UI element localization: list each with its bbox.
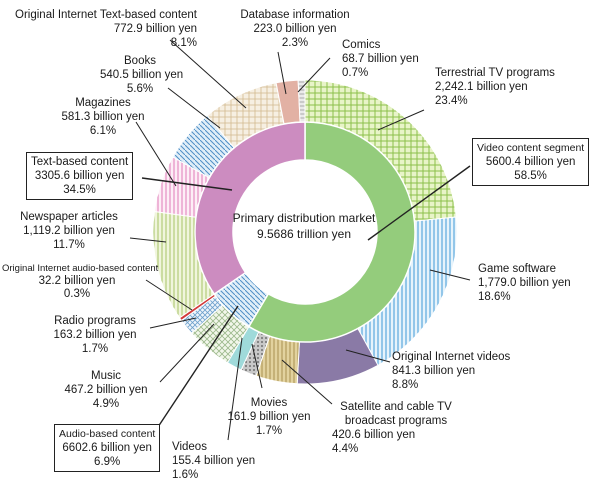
name: Music [90,370,122,382]
pct: 8.1% [170,37,197,49]
value: 161.9 billion yen [227,411,311,423]
pct: 23.4% [435,95,468,107]
label-books: Books 540.5 billion yen 5.6% [100,54,184,96]
name: Magazines [75,97,131,109]
label-movies: Movies 161.9 billion yen 1.7% [224,396,314,438]
pct: 0.3% [63,288,91,300]
value: 420.6 billion yen [332,429,416,441]
pct: 6.1% [89,125,117,137]
leader-text-segment [141,177,233,191]
center-line-1: Primary distribution market [232,211,376,225]
value: 1,779.0 billion yen [478,277,571,289]
pct: 1.7% [255,425,283,437]
leader-internet-text [169,39,247,109]
name: Original Internet videos [392,351,511,363]
name: Original Internet Text-based content [15,9,197,21]
name: Radio programs [54,315,136,327]
label-comics: Comics 68.7 billion yen 0.7% [342,38,419,80]
pct: 18.6% [478,291,511,303]
name: Original Internet audio-based content [2,263,159,274]
leader-satellite [281,359,333,405]
leader-movies [251,343,263,389]
leader-newspaper [129,237,167,243]
leader-videos [227,337,243,441]
leader-books [167,87,221,129]
value: 3305.6 billion yen [34,170,125,182]
name: Books [124,55,156,67]
center-line-2: 9.5686 trillion yen [256,227,352,241]
pct: 4.9% [92,398,120,410]
name: Game software [478,263,556,275]
pct: 2.3% [281,37,309,49]
pct: 11.7% [53,239,85,251]
label-game: Game software 1,779.0 billion yen 18.6% [478,262,571,304]
segment-video [247,121,416,343]
leader-audio-segment [155,305,239,431]
label-videos: Videos 155.4 billion yen 1.6% [172,440,255,482]
inner-ring [194,121,416,343]
leader-music [159,323,215,383]
value: 32.2 billion yen [38,275,116,287]
name: Video content segment [477,142,585,154]
label-internet-video: Original Internet videos 841.3 billion y… [392,350,510,392]
label-database: Database information 223.0 billion yen 2… [225,8,365,50]
leader-game [429,269,471,281]
name: Newspaper articles [20,211,118,223]
value: 163.2 billion yen [53,329,137,341]
value: 772.9 billion yen [113,23,197,35]
value: 68.7 billion yen [342,53,419,65]
box-video-segment: Video content segment 5600.4 billion yen… [472,138,590,186]
box-audio-segment: Audio-based content 6602.6 billion yen 6… [54,424,161,472]
label-newspaper: Newspaper articles 1,119.2 billion yen 1… [4,210,134,252]
pct: 8.8% [392,379,419,391]
value: 1,119.2 billion yen [23,225,115,237]
pct: 1.7% [81,343,109,355]
name: Videos [172,441,207,453]
label-terrestrial: Terrestrial TV programs 2,242.1 billion … [435,66,555,108]
box-text-segment: Text-based content 3305.6 billion yen 34… [26,152,134,200]
name: Text-based content [31,156,129,168]
center-label: Primary distribution market 9.5686 trill… [219,210,389,242]
value: 6602.6 billion yen [62,442,152,454]
name: Satellite and cable TV broadcast program… [332,400,460,428]
leader-internet-audio [145,279,193,311]
segment-text [194,121,306,296]
label-radio: Radio programs 163.2 billion yen 1.7% [40,314,150,356]
leader-magazines [135,121,177,187]
name-text: Satellite and cable TV broadcast program… [340,401,452,427]
value: 581.3 billion yen [61,111,145,123]
value: 467.2 billion yen [64,384,148,396]
value: 223.0 billion yen [253,23,337,35]
leader-comics [297,57,331,93]
leader-radio [149,317,197,329]
leader-database [277,51,287,95]
pct: 1.6% [172,469,199,481]
pct: 5.6% [126,83,154,95]
name: Movies [250,397,288,409]
label-magazines: Magazines 581.3 billion yen 6.1% [58,96,148,138]
leader-terrestrial [377,109,425,131]
pct: 58.5% [514,170,547,182]
pct: 4.4% [332,443,359,455]
name: Terrestrial TV programs [435,67,555,79]
name: Database information [240,9,350,21]
value: 2,242.1 billion yen [435,81,528,93]
name: Comics [342,39,381,51]
label-satellite: Satellite and cable TV broadcast program… [332,400,460,456]
leader-internet-video [345,349,391,363]
leader-lines [129,39,471,441]
value: 540.5 billion yen [100,69,184,81]
pct: 6.9% [94,456,121,468]
pct: 0.7% [342,67,369,79]
leader-video-segment [367,165,471,241]
value: 5600.4 billion yen [485,156,576,168]
value: 155.4 billion yen [172,455,256,467]
value: 841.3 billion yen [392,365,476,377]
label-music: Music 467.2 billion yen 4.9% [46,369,166,411]
label-internet-text: Original Internet Text-based content 772… [15,8,197,50]
name: Audio-based content [59,428,156,440]
pct: 34.5% [63,184,96,196]
label-internet-audio: Original Internet audio-based content 32… [2,262,159,301]
